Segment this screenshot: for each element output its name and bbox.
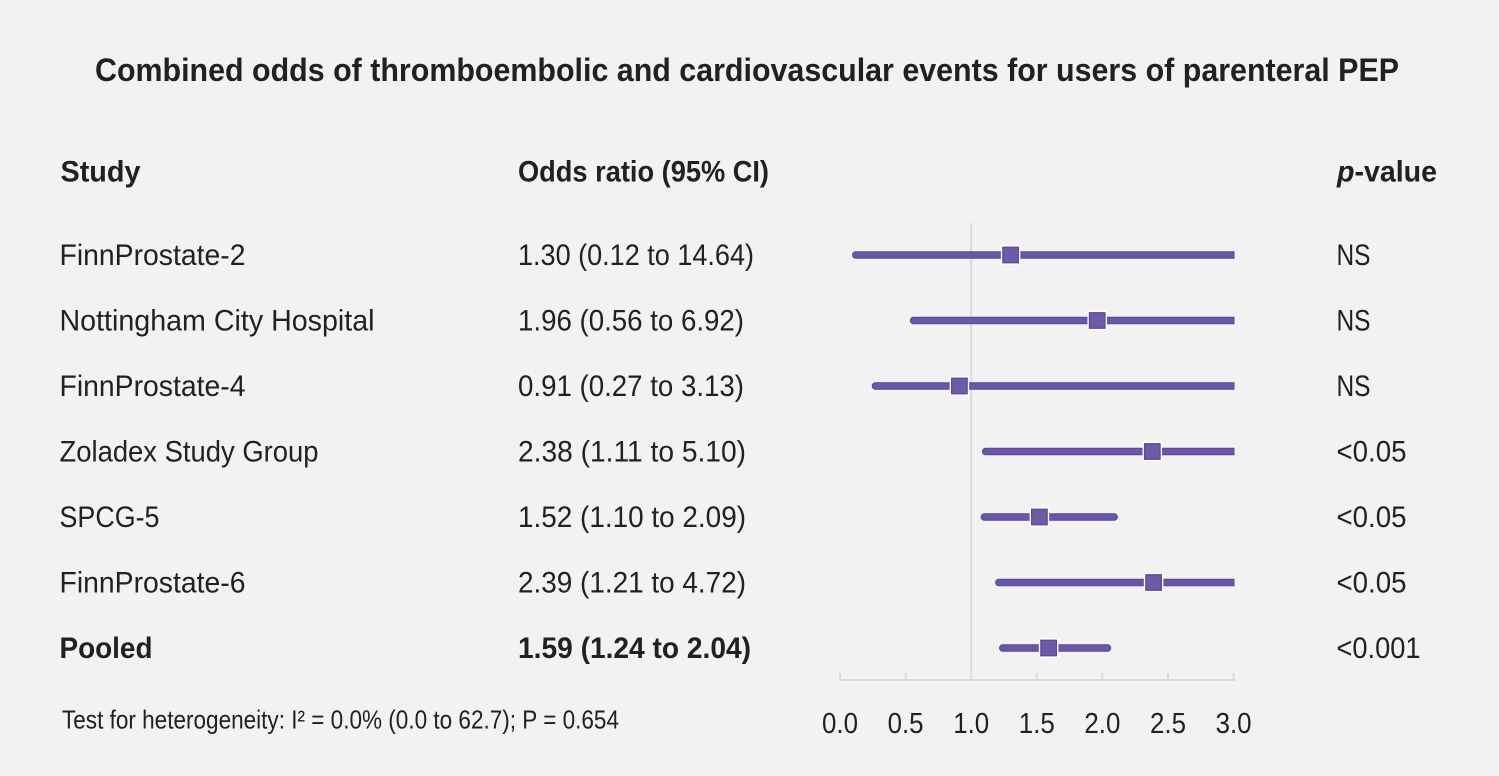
- svg-text:FinnProstate-4: FinnProstate-4: [60, 370, 246, 403]
- svg-text:1.0: 1.0: [953, 708, 989, 740]
- svg-text:1.5: 1.5: [1019, 708, 1055, 740]
- svg-text:3.0: 3.0: [1216, 708, 1252, 740]
- svg-text:<0.05: <0.05: [1337, 436, 1407, 469]
- svg-text:Pooled: Pooled: [60, 632, 153, 665]
- svg-text:1.96 (0.56 to 6.92): 1.96 (0.56 to 6.92): [518, 305, 744, 338]
- svg-text:2.39 (1.21 to 4.72): 2.39 (1.21 to 4.72): [518, 567, 746, 600]
- svg-text:<0.05: <0.05: [1337, 501, 1407, 534]
- svg-text:NS: NS: [1337, 305, 1371, 338]
- svg-text:NS: NS: [1337, 239, 1371, 272]
- svg-text:FinnProstate-6: FinnProstate-6: [60, 567, 246, 600]
- svg-text:1.59 (1.24 to 2.04): 1.59 (1.24 to 2.04): [518, 632, 751, 665]
- svg-text:2.5: 2.5: [1150, 708, 1186, 740]
- svg-text:Study: Study: [61, 156, 141, 189]
- svg-text:Test for heterogeneity: I² = 0: Test for heterogeneity: I² = 0.0% (0.0 t…: [62, 705, 619, 735]
- svg-text:NS: NS: [1337, 370, 1371, 403]
- svg-text:Nottingham City Hospital: Nottingham City Hospital: [60, 305, 375, 338]
- svg-text:1.52 (1.10 to 2.09): 1.52 (1.10 to 2.09): [518, 501, 746, 534]
- svg-text:1.30 (0.12 to 14.64): 1.30 (0.12 to 14.64): [518, 239, 754, 272]
- svg-text:SPCG-5: SPCG-5: [60, 501, 160, 534]
- svg-text:FinnProstate-2: FinnProstate-2: [60, 239, 246, 272]
- svg-text:<0.05: <0.05: [1337, 567, 1407, 600]
- svg-text:0.0: 0.0: [822, 708, 858, 740]
- svg-text:2.38 (1.11 to 5.10): 2.38 (1.11 to 5.10): [518, 436, 746, 469]
- svg-text:0.91 (0.27 to 3.13): 0.91 (0.27 to 3.13): [518, 370, 744, 403]
- svg-text:p-value: p-value: [1336, 156, 1437, 189]
- svg-text:0.5: 0.5: [888, 708, 924, 740]
- svg-text:2.0: 2.0: [1084, 708, 1120, 740]
- svg-text:Combined odds of thromboemboli: Combined odds of thromboembolic and card…: [95, 52, 1399, 88]
- svg-text:<0.001: <0.001: [1337, 632, 1421, 665]
- svg-text:Zoladex Study Group: Zoladex Study Group: [60, 436, 319, 469]
- svg-text:Odds ratio (95% CI): Odds ratio (95% CI): [518, 156, 769, 189]
